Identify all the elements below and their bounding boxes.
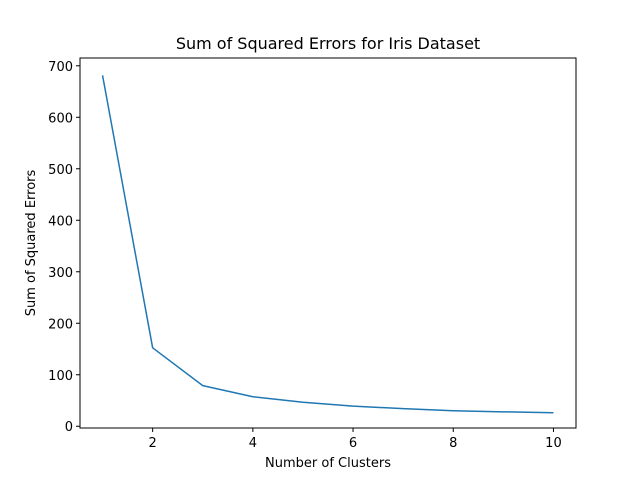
x-tick-label: 4 <box>249 436 257 451</box>
x-axis: 2 4 6 8 10 <box>149 428 562 451</box>
plot-area <box>101 75 554 414</box>
y-axis-label: Sum of Squared Errors <box>24 169 39 316</box>
y-tick-label: 700 <box>48 60 73 75</box>
y-tick-label: 200 <box>48 317 73 332</box>
x-tick-label: 2 <box>149 436 157 451</box>
y-tick-label: 100 <box>48 369 73 384</box>
x-tick-label: 10 <box>545 436 562 451</box>
x-tick-label: 6 <box>349 436 357 451</box>
x-tick-label: 8 <box>449 436 457 451</box>
x-axis-label: Number of Clusters <box>265 456 391 471</box>
y-tick-label: 500 <box>48 163 73 178</box>
y-tick-label: 0 <box>65 420 73 435</box>
axes-frame <box>79 57 577 429</box>
y-tick-label: 600 <box>48 111 73 126</box>
y-tick-label: 300 <box>48 266 73 281</box>
y-axis: 0 100 200 300 400 500 600 700 <box>48 60 80 435</box>
series-line-0 <box>101 75 554 414</box>
chart-title: Sum of Squared Errors for Iris Dataset <box>176 34 480 53</box>
y-tick-label: 400 <box>48 214 73 229</box>
